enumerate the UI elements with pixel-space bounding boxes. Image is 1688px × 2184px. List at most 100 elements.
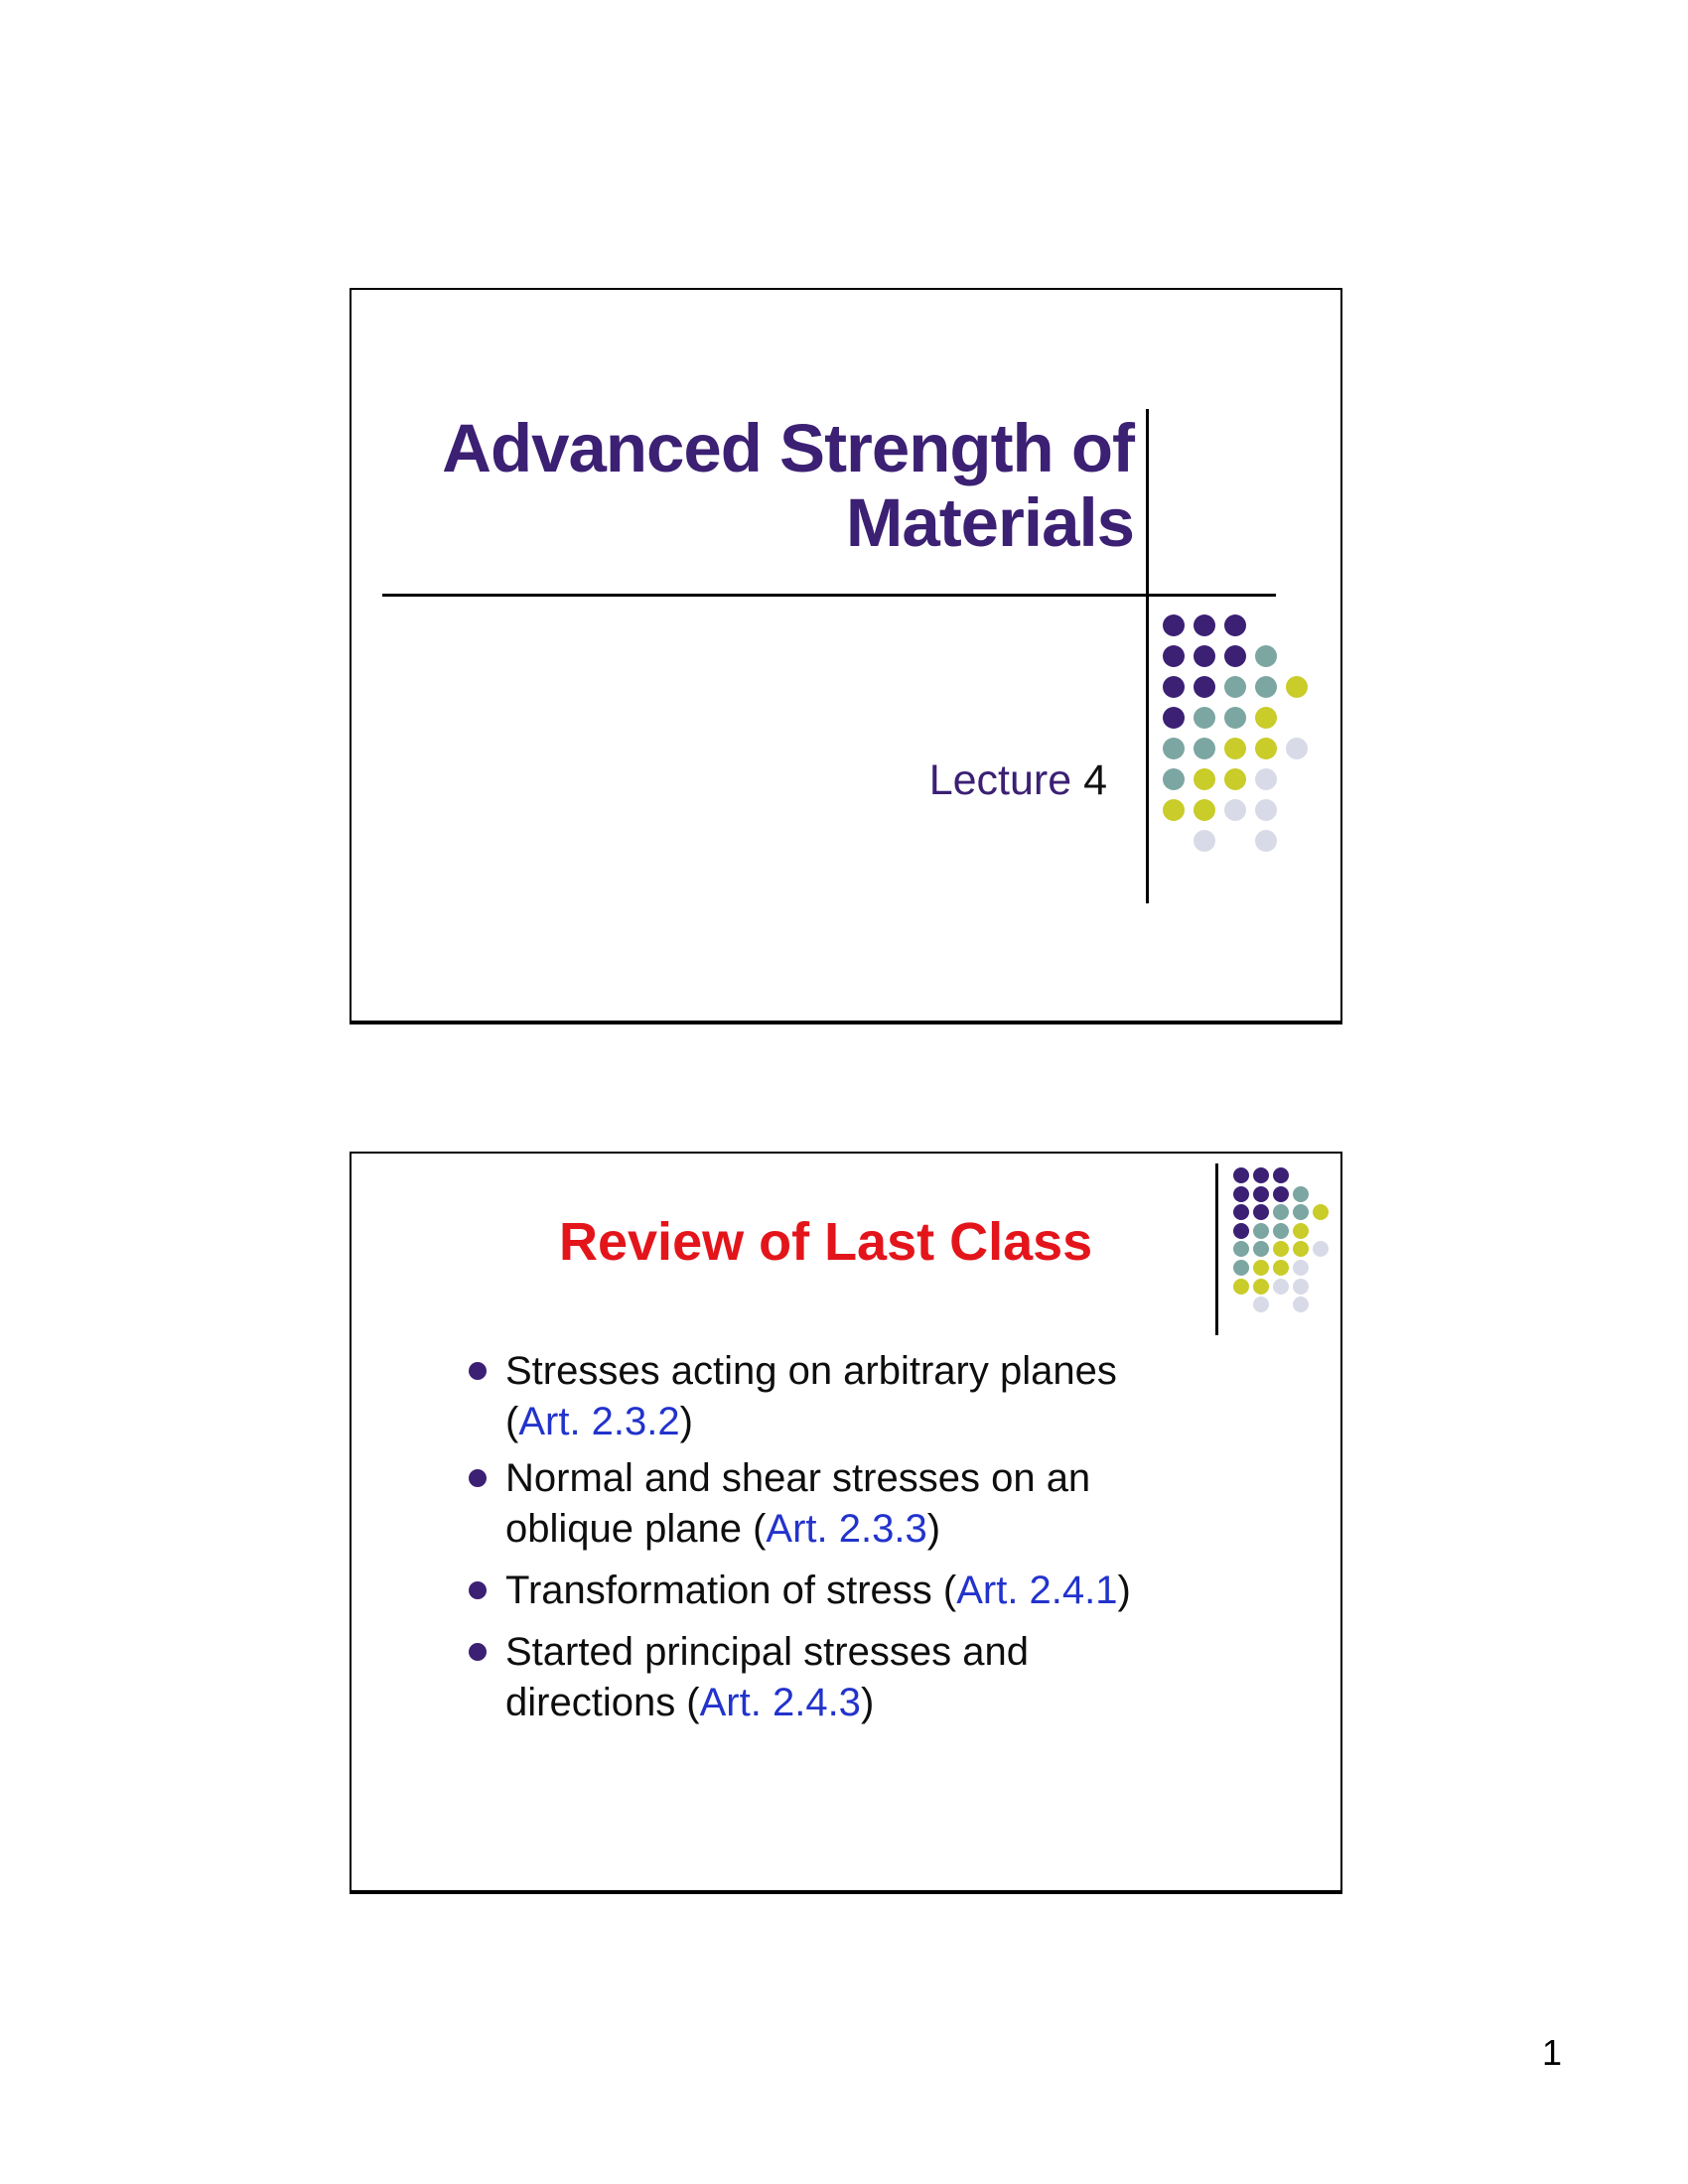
pattern-dot (1163, 799, 1185, 821)
bullet-item: Stresses acting on arbitrary planes (Art.… (469, 1346, 1310, 1447)
decorative-vertical-rule (1146, 409, 1149, 903)
decorative-vertical-rule (1215, 1163, 1218, 1335)
pattern-dot (1286, 738, 1308, 759)
pattern-dot (1273, 1204, 1289, 1221)
pattern-dot (1224, 676, 1246, 698)
pattern-dot (1194, 799, 1215, 821)
pattern-dot (1293, 1185, 1309, 1202)
slide-title-line2: Materials (845, 484, 1135, 561)
bullet-line: Started principal stresses and (505, 1627, 1310, 1678)
pattern-dot (1163, 738, 1185, 759)
pattern-dot (1286, 676, 1308, 698)
page-number: 1 (1541, 2032, 1563, 2073)
pattern-dot (1233, 1204, 1249, 1221)
pattern-dot (1233, 1278, 1249, 1295)
pattern-dot (1293, 1241, 1309, 1258)
pattern-dot (1194, 676, 1215, 698)
slide-title: Advanced Strength of Materials (352, 410, 1135, 561)
bullet-line: (Art. 2.3.2) (505, 1397, 1310, 1447)
pattern-dot (1233, 1167, 1249, 1183)
pattern-dot (1194, 645, 1215, 667)
bullet-text: ( (505, 1400, 519, 1443)
bullet-item: Normal and shear stresses on an oblique p… (469, 1453, 1310, 1555)
pattern-dot (1163, 707, 1185, 729)
bullet-text: ) (1117, 1569, 1131, 1612)
bullet-text: Transformation of stress ( (505, 1569, 957, 1612)
article-reference: Art. 2.4.3 (699, 1681, 861, 1724)
pattern-dot (1224, 738, 1246, 759)
bullet-text: Stresses acting on arbitrary planes (505, 1349, 1117, 1393)
pattern-dot (1253, 1260, 1269, 1276)
pattern-dot (1255, 738, 1277, 759)
pattern-dot (1255, 830, 1277, 852)
pattern-dot (1224, 645, 1246, 667)
pattern-dot (1273, 1278, 1289, 1295)
pattern-dot (1253, 1204, 1269, 1221)
pattern-dot (1233, 1241, 1249, 1258)
bullet-text: ) (860, 1681, 875, 1724)
pattern-dot (1255, 707, 1277, 729)
bullet-text: ) (926, 1507, 941, 1551)
pattern-dot (1293, 1260, 1309, 1276)
bullet-text: ) (679, 1400, 693, 1443)
bullet-marker-icon (469, 1643, 487, 1661)
pattern-dot (1233, 1260, 1249, 1276)
article-reference: Art. 2.4.1 (956, 1569, 1118, 1612)
review-slide: Review of Last Class Stresses acting on … (350, 1152, 1342, 1894)
pattern-dot (1253, 1222, 1269, 1239)
pattern-dot (1293, 1204, 1309, 1221)
pattern-dot (1273, 1241, 1289, 1258)
pattern-dot (1273, 1167, 1289, 1183)
bullet-text: oblique plane ( (505, 1507, 767, 1551)
pattern-dot (1224, 614, 1246, 636)
pattern-dot (1233, 1222, 1249, 1239)
lecture-label: Lecture (928, 756, 1084, 804)
pattern-dot (1253, 1241, 1269, 1258)
pattern-dot (1163, 614, 1185, 636)
pattern-dot (1194, 768, 1215, 790)
bullet-line: Normal and shear stresses on an (505, 1453, 1310, 1504)
pattern-dot (1255, 799, 1277, 821)
pattern-dot (1163, 676, 1185, 698)
pattern-dot (1253, 1167, 1269, 1183)
pattern-dot (1163, 645, 1185, 667)
slide-title-line1: Advanced Strength of (442, 410, 1135, 486)
pattern-dot (1253, 1185, 1269, 1202)
pattern-dot (1253, 1278, 1269, 1295)
article-reference: Art. 2.3.3 (766, 1507, 927, 1551)
pattern-dot (1224, 707, 1246, 729)
bullet-marker-icon (469, 1362, 487, 1380)
pattern-dot (1255, 645, 1277, 667)
pattern-dot (1313, 1204, 1329, 1221)
article-reference: Art. 2.3.2 (518, 1400, 680, 1443)
pattern-dot (1273, 1185, 1289, 1202)
bullet-line: Transformation of stress (Art. 2.4.1) (505, 1566, 1310, 1616)
bullet-line: directions (Art. 2.4.3) (505, 1678, 1310, 1728)
bullet-marker-icon (469, 1581, 487, 1599)
pattern-dot (1293, 1278, 1309, 1295)
pattern-dot (1194, 707, 1215, 729)
bullet-line: oblique plane (Art. 2.3.3) (505, 1504, 1310, 1555)
bullet-marker-icon (469, 1469, 487, 1487)
bullet-text: Normal and shear stresses on an (505, 1456, 1091, 1500)
bullet-item: Transformation of stress (Art. 2.4.1) (469, 1566, 1310, 1616)
pattern-dot (1273, 1260, 1289, 1276)
bullet-text: directions ( (505, 1681, 700, 1724)
lecture-subtitle: Lecture 4 (352, 757, 1107, 803)
pattern-dot (1253, 1297, 1269, 1313)
pattern-dot (1293, 1222, 1309, 1239)
bullet-item: Started principal stresses and directions… (469, 1627, 1310, 1728)
pattern-dot (1194, 738, 1215, 759)
slide-title: Review of Last Class (559, 1212, 1093, 1272)
title-slide: Advanced Strength of Materials Lecture 4 (350, 288, 1342, 1024)
pattern-dot (1255, 768, 1277, 790)
pattern-dot (1313, 1241, 1329, 1258)
pattern-dot (1224, 768, 1246, 790)
bullet-line: Stresses acting on arbitrary planes (505, 1346, 1310, 1397)
bullet-text: Started principal stresses and (505, 1630, 1029, 1674)
lecture-number: 4 (1083, 756, 1107, 804)
pattern-dot (1224, 799, 1246, 821)
pattern-dot (1273, 1222, 1289, 1239)
pattern-dot (1233, 1185, 1249, 1202)
